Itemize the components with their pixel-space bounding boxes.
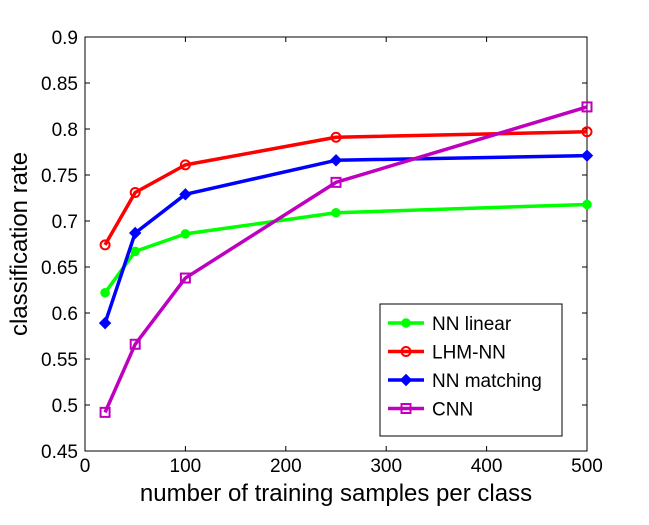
x-tick-label: 200 bbox=[270, 456, 302, 477]
data-point bbox=[582, 199, 592, 210]
data-point bbox=[329, 154, 343, 167]
legend-entry: NN linear bbox=[388, 314, 512, 335]
y-tick-label: 0.5 bbox=[52, 396, 78, 417]
y-tick-label: 0.7 bbox=[52, 212, 78, 233]
y-tick-label: 0.65 bbox=[41, 258, 78, 279]
data-point bbox=[580, 149, 594, 162]
legend-label: NN linear bbox=[432, 314, 512, 335]
legend-label: LHM-NN bbox=[432, 343, 506, 364]
y-tick-label: 0.55 bbox=[41, 350, 78, 371]
x-tick-label: 300 bbox=[370, 456, 402, 477]
data-point bbox=[330, 176, 342, 188]
data-point bbox=[400, 403, 412, 414]
data-point bbox=[400, 346, 412, 357]
y-axis-ticks: 0.45 0.5 0.55 0.6 0.65 0.7 0.75 0.8 0.85 0.9 bbox=[41, 28, 587, 463]
x-tick-label: 500 bbox=[571, 456, 603, 477]
y-tick-label: 0.8 bbox=[52, 120, 78, 141]
series-cnn bbox=[99, 101, 593, 418]
series-layer bbox=[98, 101, 594, 418]
y-tick-label: 0.85 bbox=[41, 74, 78, 95]
legend: NN linear LHM-NN NN matching CNN bbox=[379, 303, 563, 437]
series-line bbox=[103, 105, 588, 414]
series-lhm-nn bbox=[99, 126, 593, 251]
data-point bbox=[129, 338, 141, 350]
legend-entry: NN matching bbox=[388, 371, 542, 392]
series-line bbox=[103, 130, 588, 246]
data-point bbox=[180, 229, 191, 239]
data-point bbox=[99, 239, 111, 251]
y-axis-title: classification rate bbox=[6, 152, 33, 336]
y-tick-label: 0.6 bbox=[52, 304, 78, 325]
x-axis-ticks: 0 100 200 300 400 500 bbox=[80, 37, 603, 477]
data-point bbox=[99, 406, 111, 418]
data-point bbox=[581, 126, 593, 138]
data-point bbox=[179, 159, 191, 171]
x-axis-title: number of training samples per class bbox=[140, 480, 532, 507]
legend-label: NN matching bbox=[432, 371, 542, 392]
data-point bbox=[399, 373, 413, 387]
data-point bbox=[130, 246, 140, 257]
legend-entry: LHM-NN bbox=[388, 343, 506, 364]
legend-entry: CNN bbox=[388, 400, 473, 421]
data-point bbox=[401, 318, 411, 328]
data-point bbox=[581, 101, 593, 113]
x-tick-label: 0 bbox=[80, 456, 91, 477]
data-point bbox=[100, 288, 110, 298]
data-point bbox=[330, 131, 342, 143]
data-point bbox=[179, 188, 192, 201]
x-tick-label: 400 bbox=[471, 456, 503, 477]
y-tick-label: 0.75 bbox=[41, 166, 78, 187]
data-point bbox=[129, 186, 141, 198]
data-point bbox=[98, 316, 112, 330]
data-point bbox=[331, 207, 341, 218]
legend-label: CNN bbox=[432, 400, 473, 421]
x-tick-label: 100 bbox=[170, 456, 202, 477]
data-point bbox=[179, 272, 191, 284]
y-tick-label: 0.45 bbox=[41, 442, 78, 463]
data-point bbox=[128, 226, 142, 240]
y-tick-label: 0.9 bbox=[52, 28, 78, 49]
